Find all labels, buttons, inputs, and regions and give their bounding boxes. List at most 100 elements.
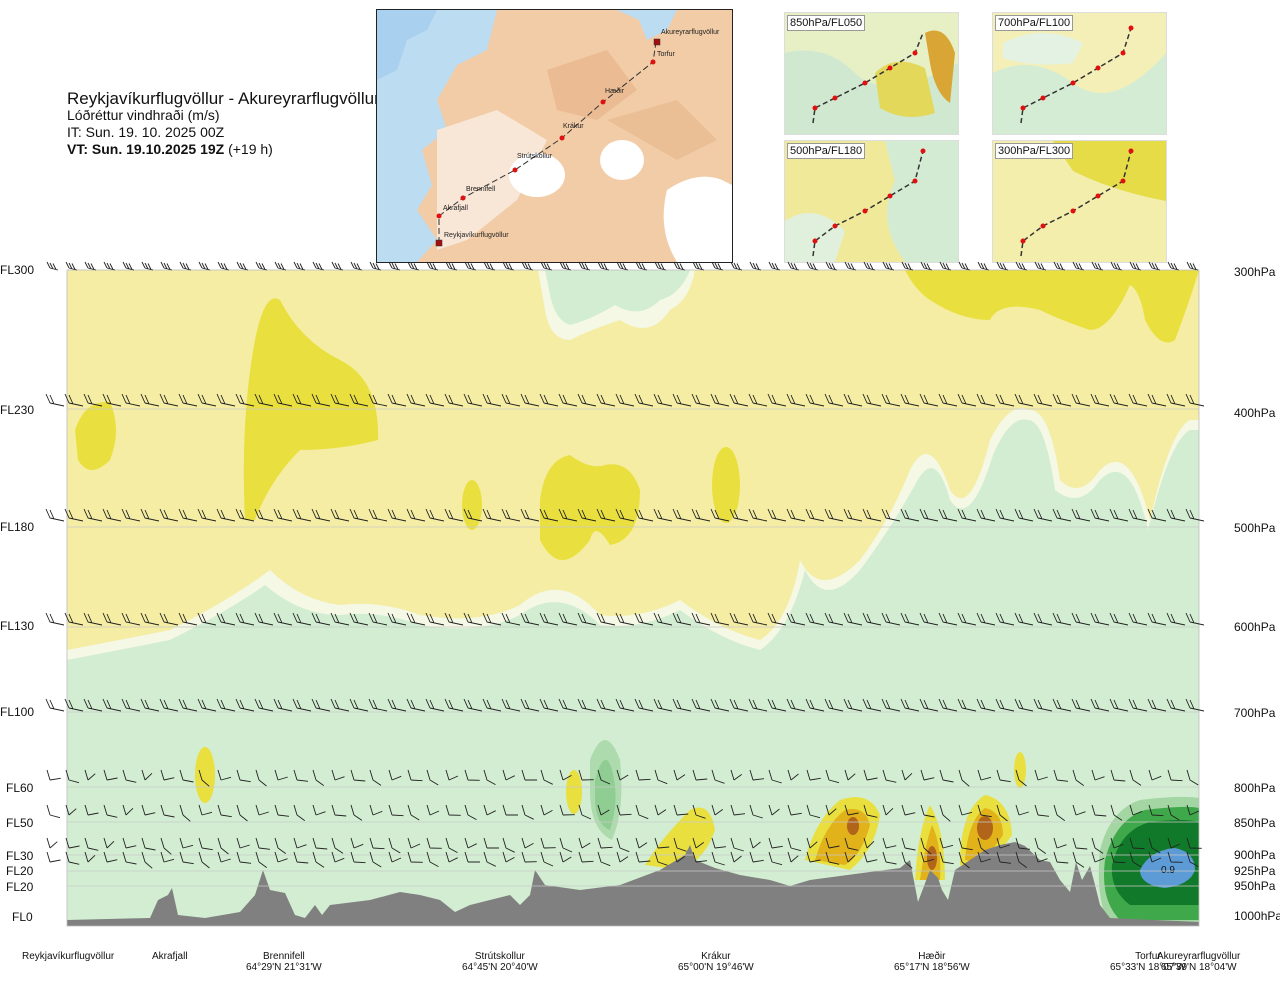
wind-barb bbox=[1090, 508, 1110, 522]
wind-barb bbox=[273, 393, 293, 407]
wind-barb bbox=[64, 508, 84, 522]
wind-barb bbox=[216, 508, 236, 522]
wind-barb bbox=[844, 261, 857, 271]
wind-barb bbox=[160, 261, 173, 271]
wind-barb bbox=[1129, 804, 1143, 816]
wind-barb bbox=[996, 851, 1012, 864]
wind-barb bbox=[1110, 769, 1126, 782]
wind-barb bbox=[787, 837, 802, 852]
wind-barb bbox=[654, 851, 668, 866]
wind-barb bbox=[520, 393, 540, 407]
wind-barb bbox=[445, 851, 458, 863]
wind-barb bbox=[882, 261, 895, 271]
wind-barb bbox=[65, 261, 78, 271]
wind-barb bbox=[957, 508, 977, 522]
wind-barb bbox=[255, 837, 271, 850]
wind-barb bbox=[312, 769, 325, 787]
terrain-profile bbox=[67, 842, 1199, 926]
wind-barb bbox=[615, 393, 635, 407]
wind-barb bbox=[236, 261, 249, 271]
wind-barb bbox=[539, 698, 559, 712]
wind-barb bbox=[806, 769, 821, 781]
wind-barb bbox=[805, 698, 825, 712]
wind-barb bbox=[673, 851, 686, 863]
wind-barb bbox=[938, 612, 958, 626]
wind-barb bbox=[1090, 393, 1110, 407]
wind-barb bbox=[1129, 837, 1145, 850]
updraft-contour bbox=[462, 480, 482, 530]
waypoint-dots bbox=[436, 59, 656, 219]
map-label-torfur: Torfur bbox=[657, 51, 675, 58]
wind-barb bbox=[178, 698, 198, 712]
wind-barb bbox=[691, 508, 711, 522]
wind-barb bbox=[178, 508, 198, 522]
map-label-krakur: Krákur bbox=[563, 123, 584, 130]
wind-barb bbox=[1186, 837, 1202, 849]
wind-barb bbox=[977, 804, 992, 818]
wind-barb bbox=[1071, 508, 1091, 522]
wind-barb bbox=[958, 837, 973, 851]
wind-barb bbox=[654, 837, 670, 849]
wind-barb bbox=[311, 393, 331, 407]
wind-barb bbox=[901, 769, 913, 781]
wind-barb bbox=[236, 851, 252, 864]
wind-barb bbox=[578, 837, 591, 849]
wind-barb bbox=[521, 769, 537, 781]
wind-barb bbox=[426, 769, 439, 786]
wind-barb bbox=[159, 393, 179, 407]
wind-barb bbox=[673, 769, 686, 781]
wind-barb bbox=[635, 851, 651, 863]
wind-barb bbox=[141, 769, 153, 781]
wind-barb bbox=[65, 804, 77, 816]
wind-barb bbox=[1186, 804, 1200, 816]
wind-barb bbox=[711, 851, 725, 866]
wind-barb bbox=[862, 508, 882, 522]
wind-barb bbox=[235, 508, 255, 522]
wind-barb bbox=[274, 804, 290, 817]
wind-barb bbox=[388, 261, 401, 271]
wind-barb bbox=[1015, 804, 1029, 816]
wind-barb bbox=[653, 698, 673, 712]
wind-barb bbox=[255, 851, 268, 869]
wind-barb bbox=[1148, 851, 1162, 863]
wind-barb bbox=[369, 804, 383, 816]
wind-barb bbox=[483, 837, 499, 849]
wind-barb bbox=[1090, 698, 1110, 712]
wind-barb bbox=[83, 508, 103, 522]
wind-barb bbox=[692, 261, 705, 271]
wind-barb bbox=[1053, 804, 1066, 822]
updraft-contour bbox=[927, 846, 937, 870]
wind-barb bbox=[102, 698, 122, 712]
wind-barb bbox=[198, 837, 213, 851]
wind-barb bbox=[691, 612, 711, 626]
vertical-velocity-field: 0.9 bbox=[67, 270, 1199, 926]
wind-barb bbox=[1052, 698, 1072, 712]
wind-barb bbox=[160, 851, 175, 863]
wind-barb bbox=[483, 261, 496, 271]
panel-300: 300hPa/FL300 bbox=[992, 140, 1167, 263]
wind-barb bbox=[673, 837, 687, 852]
wind-barb bbox=[749, 851, 764, 863]
wind-barb bbox=[387, 698, 407, 712]
wind-barb bbox=[692, 804, 706, 819]
wind-barb bbox=[1186, 851, 1199, 868]
wind-barb bbox=[1091, 851, 1105, 863]
wind-barb bbox=[976, 393, 996, 407]
wind-barb bbox=[1167, 804, 1180, 821]
wind-barb bbox=[939, 804, 951, 822]
wind-barb bbox=[1148, 837, 1161, 854]
wind-barb bbox=[482, 612, 502, 626]
fl-label: FL20 bbox=[6, 864, 34, 878]
wind-barb bbox=[596, 508, 616, 522]
wind-barb bbox=[217, 261, 230, 271]
wind-barb bbox=[103, 851, 118, 863]
wind-barb bbox=[197, 508, 217, 522]
wind-barb bbox=[768, 837, 783, 849]
wind-barb bbox=[634, 612, 654, 626]
wind-barb bbox=[787, 261, 800, 271]
wind-barb bbox=[710, 508, 730, 522]
wind-barb bbox=[881, 393, 901, 407]
panel-700-label: 700hPa/FL100 bbox=[995, 15, 1074, 31]
wind-barb bbox=[216, 612, 236, 626]
wind-barb bbox=[236, 769, 251, 783]
